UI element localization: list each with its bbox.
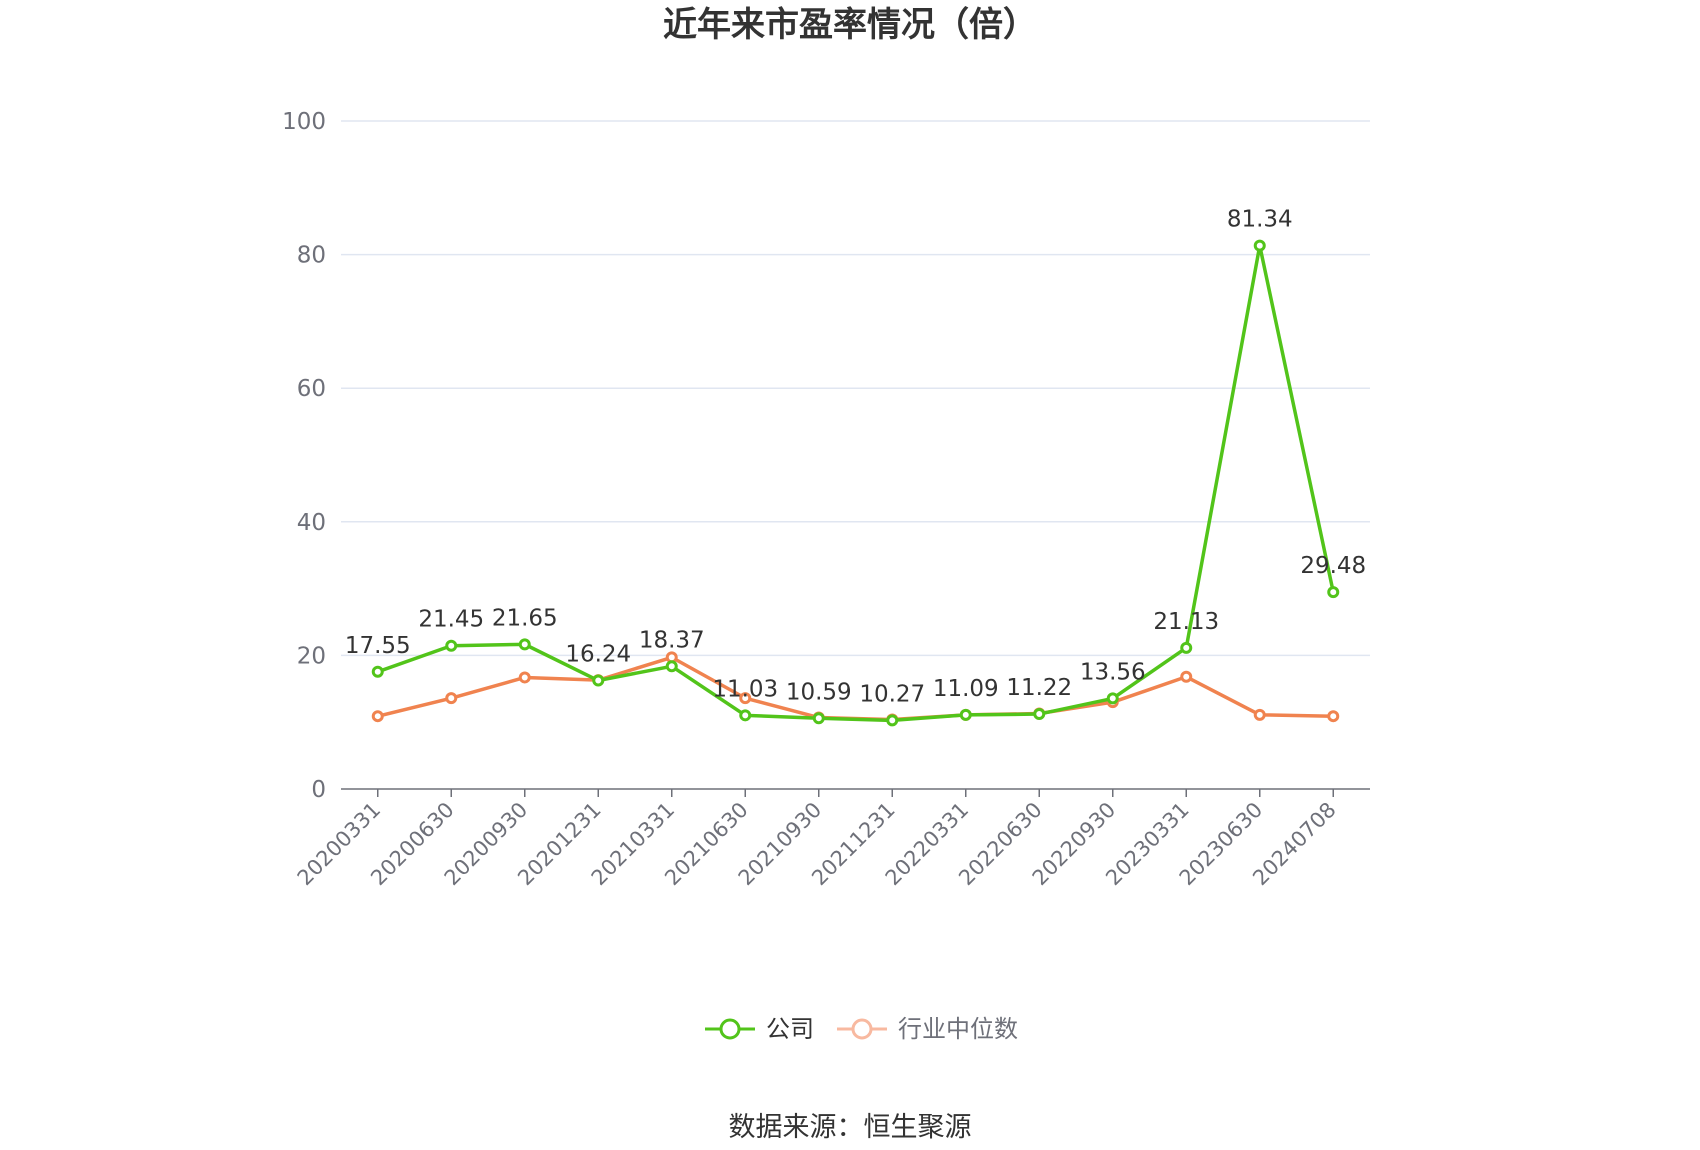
y-tick-label: 20 xyxy=(297,643,326,669)
chart-title: 近年来市盈率情况（倍） xyxy=(663,5,1037,45)
data-point-industry-median[interactable] xyxy=(445,692,458,705)
legend-marker-industry-median xyxy=(851,1018,873,1040)
data-label-company: 16.24 xyxy=(565,642,631,668)
legend-item-industry-median[interactable]: 行业中位数 xyxy=(837,1015,1018,1043)
data-point-company[interactable] xyxy=(445,639,458,652)
data-point-industry-median[interactable] xyxy=(518,671,531,684)
data-point-company[interactable] xyxy=(665,660,678,673)
data-point-company[interactable] xyxy=(1033,708,1046,721)
data-point-industry-median[interactable] xyxy=(1327,710,1340,723)
y-tick-label: 80 xyxy=(297,243,326,269)
data-point-company[interactable] xyxy=(739,709,752,722)
data-point-company[interactable] xyxy=(1327,586,1340,599)
legend-label-company: 公司 xyxy=(766,1015,814,1043)
y-tick-label: 100 xyxy=(282,109,326,135)
grid-lines xyxy=(341,120,1370,657)
legend-item-company[interactable]: 公司 xyxy=(705,1015,814,1043)
series-line-company xyxy=(377,243,1335,723)
data-label-company: 13.56 xyxy=(1080,659,1146,685)
data-point-industry-median[interactable] xyxy=(739,692,752,705)
source-note: 数据来源：恒生聚源 xyxy=(729,1112,972,1143)
series-layer xyxy=(371,239,1340,727)
data-label-company: 21.65 xyxy=(492,605,558,631)
data-label-company: 10.59 xyxy=(786,679,852,705)
data-point-company[interactable] xyxy=(592,674,605,687)
data-point-industry-median[interactable] xyxy=(1180,670,1193,683)
data-label-company: 18.37 xyxy=(639,627,705,653)
legend-marker-company xyxy=(719,1018,741,1040)
data-point-industry-median[interactable] xyxy=(1253,708,1266,721)
legend-label-industry-median: 行业中位数 xyxy=(898,1015,1018,1043)
y-tick-label: 40 xyxy=(297,510,326,536)
series-line-industry-median xyxy=(377,655,1334,722)
data-label-company: 11.03 xyxy=(712,676,778,702)
data-label-company: 81.34 xyxy=(1227,207,1293,233)
data-point-company[interactable] xyxy=(959,708,972,721)
data-point-industry-median[interactable] xyxy=(371,710,384,723)
data-point-company[interactable] xyxy=(1106,692,1119,705)
data-point-company[interactable] xyxy=(371,665,384,678)
data-label-company: 17.55 xyxy=(345,633,411,659)
data-label-company: 29.48 xyxy=(1300,553,1366,579)
data-label-company: 11.09 xyxy=(933,676,999,702)
data-point-company[interactable] xyxy=(812,712,825,725)
data-point-company[interactable] xyxy=(886,714,899,727)
y-tick-label: 0 xyxy=(311,777,326,803)
data-point-company[interactable] xyxy=(1180,641,1193,654)
y-axis-ticks: 0 20 40 60 80 100 xyxy=(282,109,326,803)
data-label-company: 21.13 xyxy=(1153,609,1219,635)
data-label-company: 11.22 xyxy=(1006,675,1072,701)
x-axis: 2020033120200630202009302020123120210331… xyxy=(293,788,1370,890)
data-label-company: 21.45 xyxy=(418,607,484,633)
data-label-company: 10.27 xyxy=(859,681,925,707)
data-labels: 17.55 21.45 21.65 16.24 18.37 11.03 10.59 10.27… xyxy=(345,207,1366,708)
y-tick-label: 60 xyxy=(297,376,326,402)
data-point-company[interactable] xyxy=(518,638,531,651)
legend[interactable]: 公司 行业中位数 xyxy=(705,1015,1018,1043)
data-point-company[interactable] xyxy=(1253,239,1266,252)
